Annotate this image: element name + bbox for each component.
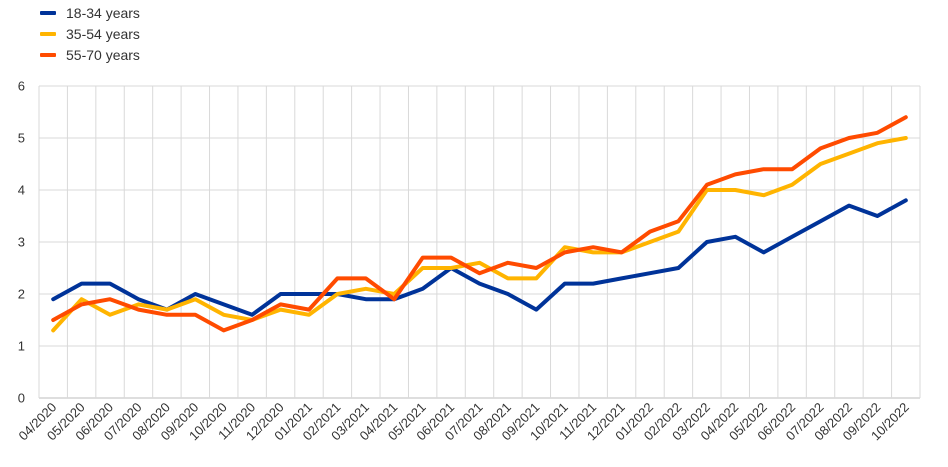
- y-tick-label: 4: [18, 183, 25, 198]
- y-tick-label: 0: [18, 391, 25, 406]
- legend-swatch-35-54: [40, 31, 56, 36]
- y-tick-label: 3: [18, 235, 25, 250]
- legend-label-55-70: 55-70 years: [66, 46, 140, 63]
- legend-item-18-34[interactable]: 18-34 years: [40, 2, 140, 23]
- series-line-35-54-years: [51, 136, 908, 333]
- legend-label-18-34: 18-34 years: [66, 4, 140, 21]
- legend-item-55-70[interactable]: 55-70 years: [40, 44, 140, 65]
- legend-label-35-54: 35-54 years: [66, 25, 140, 42]
- legend-swatch-55-70: [40, 52, 56, 57]
- series-line-55-70-years: [51, 115, 908, 333]
- y-tick-label: 1: [18, 339, 25, 354]
- series-lines: [51, 115, 908, 333]
- grid: [38, 85, 921, 399]
- y-tick-label: 6: [18, 79, 25, 94]
- legend-swatch-18-34: [40, 10, 56, 15]
- series-line-18-34-years: [51, 198, 908, 317]
- legend-item-35-54[interactable]: 35-54 years: [40, 23, 140, 44]
- y-tick-label: 5: [18, 131, 25, 146]
- y-tick-label: 2: [18, 287, 25, 302]
- legend: 18-34 years 35-54 years 55-70 years: [40, 2, 140, 65]
